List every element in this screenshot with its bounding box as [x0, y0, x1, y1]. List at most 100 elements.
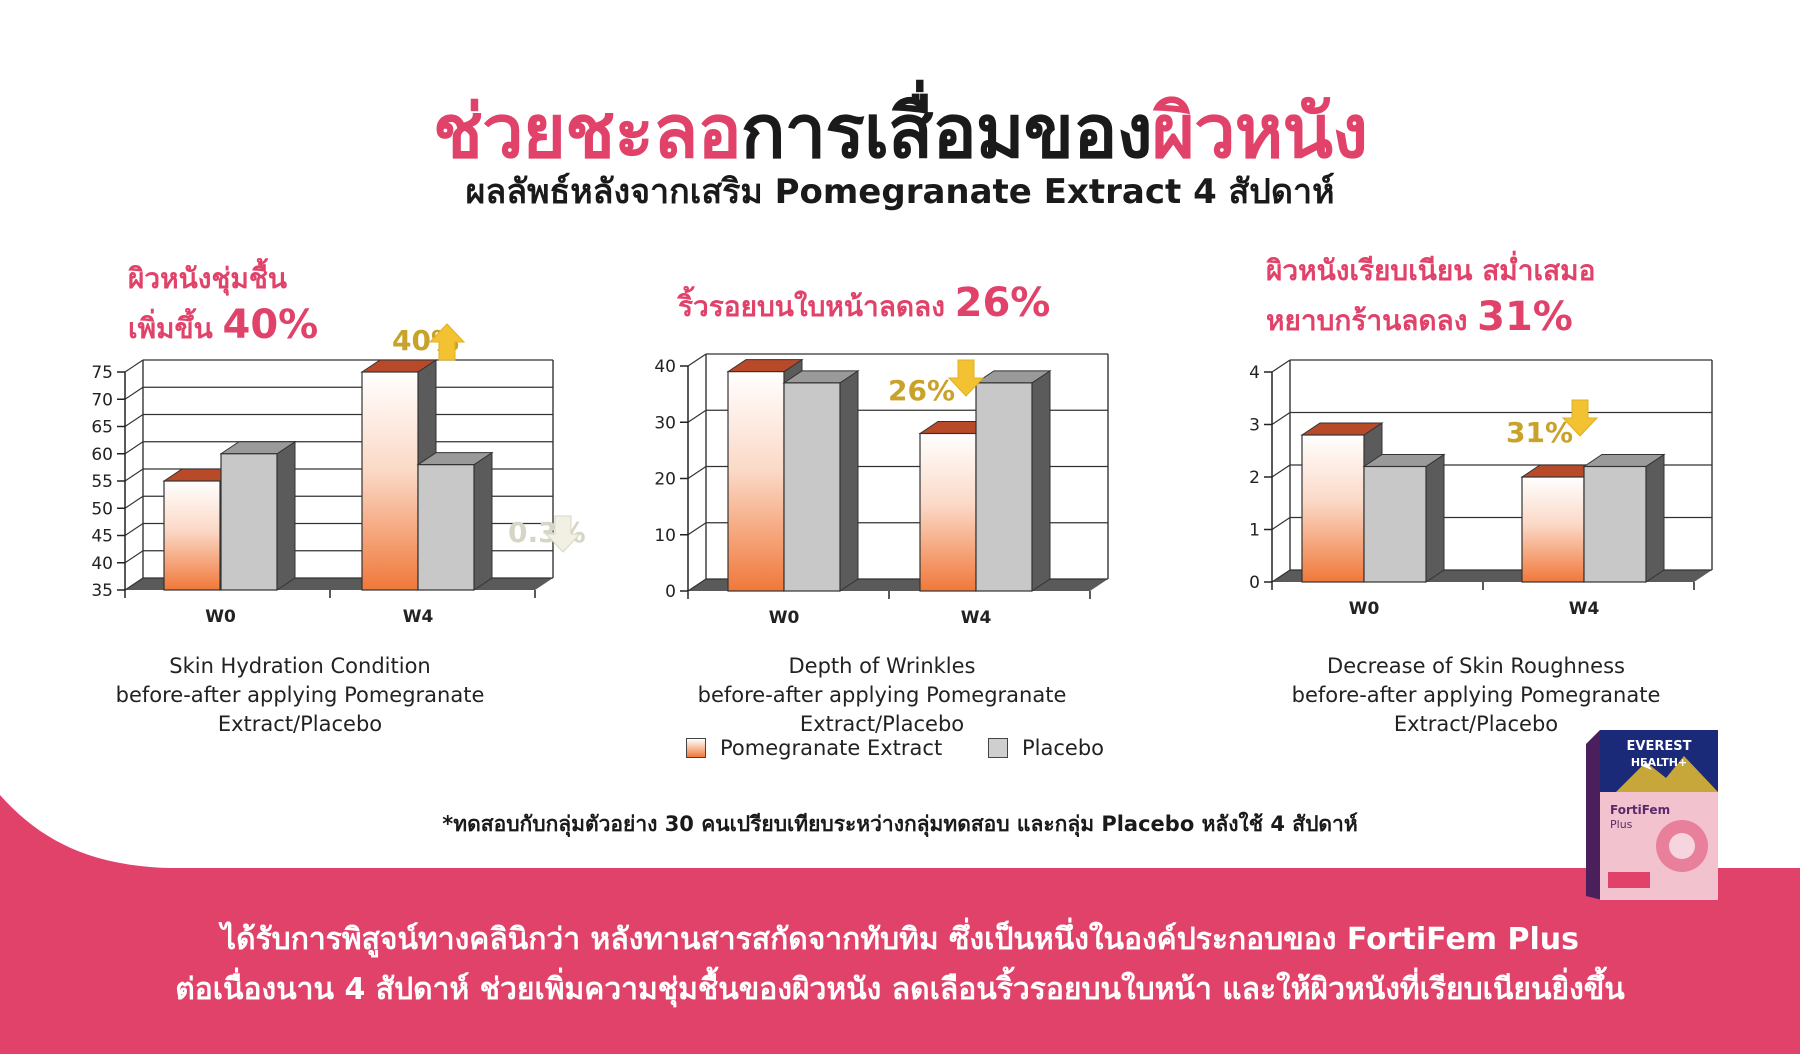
chart2-gridline-side — [1271, 517, 1291, 530]
chart1-ytick-label: 30 — [654, 413, 676, 433]
chart0-annotation-label: 0.3% — [508, 516, 586, 549]
panel3-heading-line2: หยาบกร้านลดลง 31% — [1266, 294, 1595, 344]
panel1-heading-line2: เพิ่มขึ้น 40% — [128, 302, 318, 352]
chart0-bar-pomegranate-w4 — [361, 371, 419, 591]
panel2-heading-text: ริ้วรอยบนใบหน้าลดลง — [678, 290, 945, 323]
chart0-gridline-side — [124, 523, 144, 536]
chart1-gridline-side — [687, 466, 707, 479]
chart1-bar-side — [1031, 369, 1051, 592]
chart0-ytick-label: 60 — [91, 445, 113, 465]
panel3-heading-text: หยาบกร้านลดลง — [1266, 304, 1468, 337]
chart0-gridline-side — [124, 359, 144, 373]
panel1-heading: ผิวหนังชุ่มชื้น เพิ่มขึ้น 40% — [128, 256, 318, 352]
chart0-category-label: W0 — [205, 607, 236, 627]
chart1-annotation-label: 26% — [888, 374, 955, 407]
chart2-gridline-side — [1271, 569, 1291, 583]
chart-skin-roughness: 0 1 2 3 4 W0 W4 31% — [1249, 359, 1713, 619]
legend-swatch-pomegranate — [686, 738, 706, 758]
chart0-ytick-label: 50 — [91, 499, 113, 519]
chart2-ytick-label: 3 — [1249, 416, 1260, 436]
chart0-ytick-label: 45 — [91, 527, 113, 547]
chart0-annotation-arrow-down-icon — [544, 515, 582, 553]
chart1-ytick-label: 20 — [654, 470, 676, 490]
chart2-annotation-arrow-down-icon — [1561, 399, 1599, 437]
product-name-line2: Plus — [1610, 818, 1633, 831]
chart1-ytick-label: 40 — [654, 357, 676, 377]
chart0-gridline-side — [124, 550, 144, 564]
chart2-bar-side — [1645, 453, 1665, 583]
chart0-bar-placebo-w0 — [220, 453, 278, 591]
chart2-bar-pomegranate-w0 — [1301, 434, 1365, 583]
chart1-ytick-label: 10 — [654, 526, 676, 546]
chart1-annotation-arrow-down-icon — [947, 359, 985, 397]
title-part1: ช่วยชะลอ — [432, 89, 742, 175]
chart2-category-label: W4 — [1569, 599, 1600, 619]
panel3-caption: Decrease of Skin Roughness before-after … — [1276, 652, 1676, 739]
chart0-annotation-arrow-up-icon — [428, 323, 466, 361]
chart2-bar-placebo-w4 — [1583, 465, 1647, 583]
panel3-heading: ผิวหนังเรียบเนียน สม่ำเสมอ หยาบกร้านลดลง… — [1266, 248, 1595, 344]
footer-line2: ต่อเนื่องนาน 4 สัปดาห์ ช่วยเพิ่มความชุ่ม… — [175, 972, 1625, 1007]
panel3-caption-line1: Decrease of Skin Roughness — [1327, 654, 1625, 678]
chart0-gridline-side — [124, 577, 144, 591]
panel1-heading-pct: 40% — [222, 302, 319, 348]
chart2-bar-side — [1425, 453, 1445, 583]
legend-label-pomegranate: Pomegranate Extract — [720, 736, 943, 760]
product-brand-line2: HEALTH+ — [1631, 756, 1687, 769]
legend-item-pomegranate: Pomegranate Extract — [686, 736, 942, 760]
panel2-heading-pct: 26% — [954, 280, 1051, 326]
chart0-ytick-label: 35 — [91, 581, 113, 601]
title-part2: การเสื่อมของ — [740, 89, 1153, 175]
product-brand-line1: EVEREST — [1627, 739, 1692, 754]
chart2-bar-placebo-w0 — [1363, 465, 1427, 583]
chart2-gridline-side — [1271, 412, 1291, 425]
chart1-bar-side — [839, 369, 859, 592]
panel1-heading-text: เพิ่มขึ้น — [128, 312, 213, 345]
chart1-gridline-side — [687, 353, 707, 367]
subtitle: ผลลัพธ์หลังจากเสริม Pomegranate Extract … — [465, 172, 1335, 212]
chart2-ytick-label: 1 — [1249, 521, 1260, 541]
chart0-gridline-side — [124, 468, 144, 482]
chart0-gridline-side — [124, 441, 144, 455]
legend-swatch-placebo — [988, 738, 1008, 758]
panel3-heading-line1: ผิวหนังเรียบเนียน สม่ำเสมอ — [1266, 254, 1596, 287]
main-title: ช่วยชะลอการเสื่อมของผิวหนัง — [0, 72, 1800, 190]
chart0-ytick-label: 55 — [91, 472, 113, 492]
title-part3: ผิวหนัง — [1151, 89, 1368, 175]
product-name-line1: FortiFem — [1610, 803, 1670, 817]
panel1-caption-line1: Skin Hydration Condition — [169, 654, 431, 678]
chart0-bar-side — [473, 451, 493, 591]
panel2-heading: ริ้วรอยบนใบหน้าลดลง 26% — [678, 280, 1050, 330]
chart0-ytick-label: 75 — [91, 363, 113, 383]
legend-label-placebo: Placebo — [1022, 736, 1105, 760]
panel2-caption-line1: Depth of Wrinkles — [788, 654, 976, 678]
panel3-heading-pct: 31% — [1477, 294, 1573, 340]
panel1-caption-line2: before-after applying Pomegranate — [115, 683, 485, 707]
chart1-bar-placebo-w4 — [975, 382, 1033, 592]
panel2-caption: Depth of Wrinkles before-after applying … — [682, 652, 1082, 739]
chart-wrinkle-depth: 0 10 20 30 40 W0 W4 26% — [654, 353, 1109, 628]
chart0-gridline-side — [124, 386, 144, 400]
chart0-gridline-side — [124, 495, 144, 509]
chart0-ytick-label: 40 — [91, 554, 113, 574]
chart2-annotation-label: 31% — [1506, 416, 1573, 449]
chart2-ytick-label: 4 — [1249, 363, 1260, 383]
chart1-bar-placebo-w0 — [783, 382, 841, 592]
panel3-caption-line3: Extract/Placebo — [1393, 712, 1559, 736]
chart0-gridline-side — [124, 414, 144, 427]
chart1-ytick-label: 0 — [665, 582, 676, 602]
legend-item-placebo: Placebo — [988, 736, 1104, 760]
footer-line1: ได้รับการพิสูจน์ทางคลินิกว่า หลังทานสารส… — [221, 922, 1579, 957]
chart0-bar-pomegranate-w0 — [163, 480, 221, 591]
panel2-caption-line3: Extract/Placebo — [799, 712, 965, 736]
chart1-bar-pomegranate-w0 — [727, 371, 785, 592]
chart0-category-label: W4 — [403, 607, 434, 627]
panel3-caption-line2: before-after applying Pomegranate — [1291, 683, 1661, 707]
chart1-bar-pomegranate-w4 — [919, 432, 977, 592]
chart0-bar-side — [276, 440, 296, 591]
chart0-bar-placebo-w4 — [417, 464, 475, 591]
chart2-category-label: W0 — [1349, 599, 1380, 619]
chart2-ytick-label: 2 — [1249, 468, 1260, 488]
